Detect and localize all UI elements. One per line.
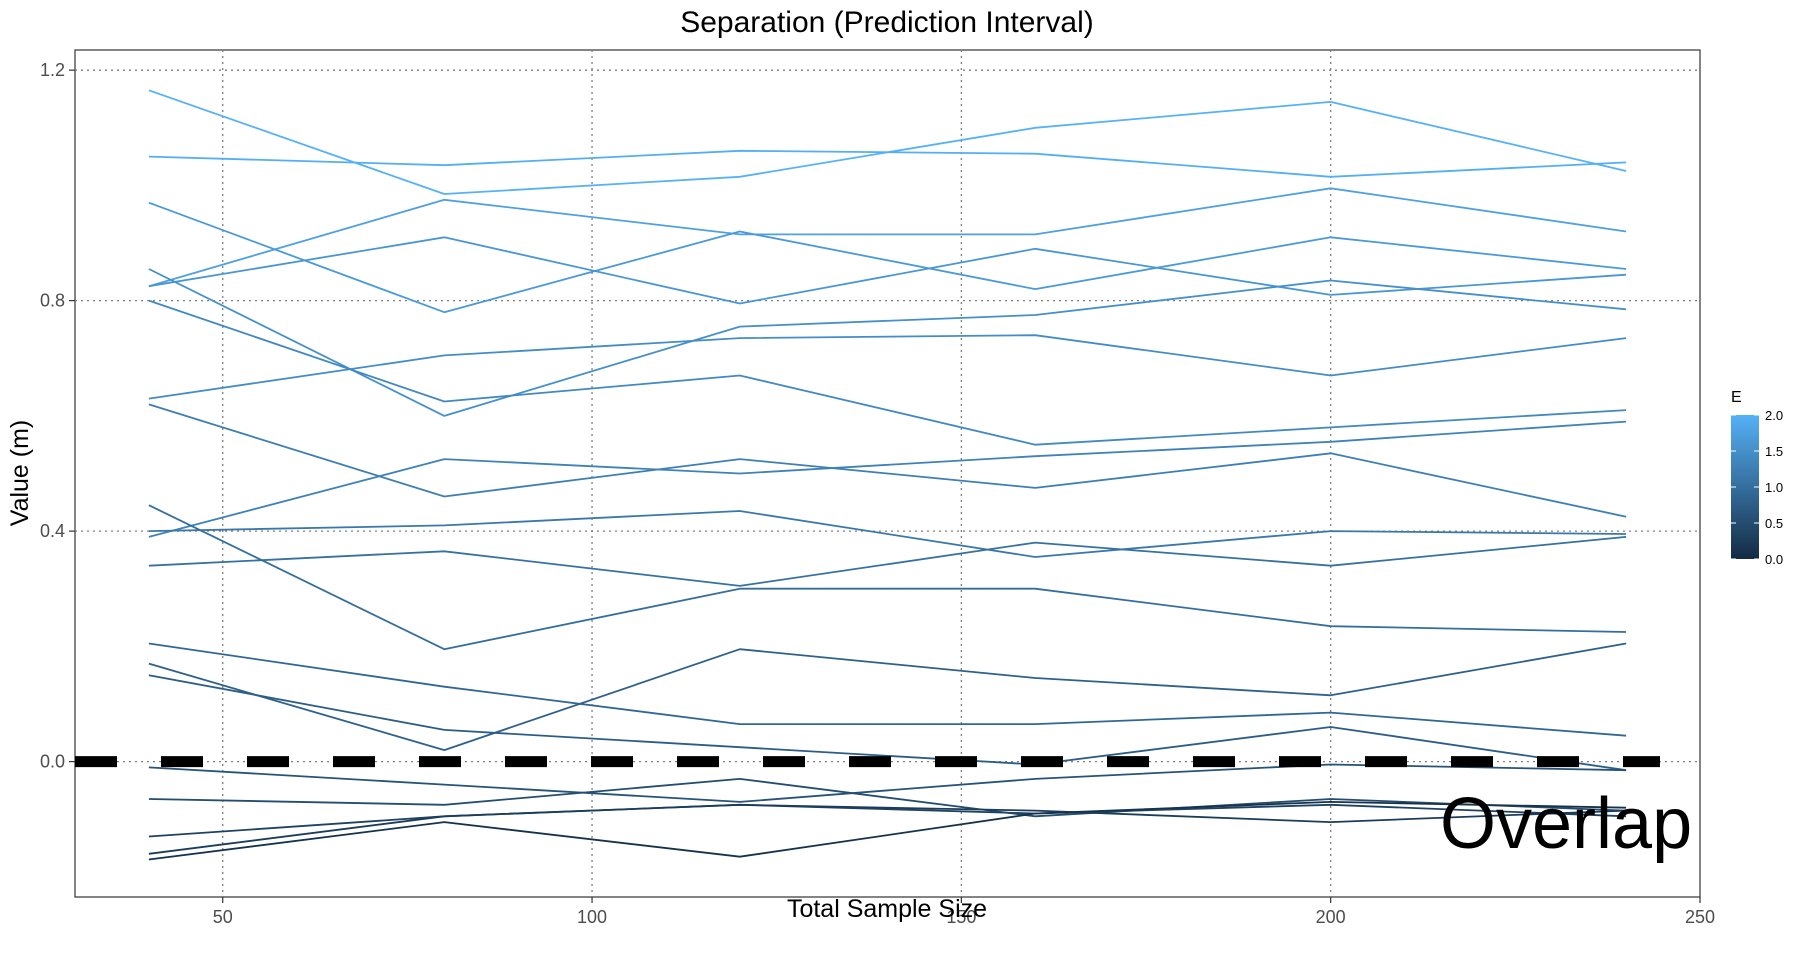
chart-title: Separation (Prediction Interval): [680, 6, 1094, 39]
legend-tick-label: 2.0: [1765, 408, 1783, 423]
x-tick-label: 150: [946, 907, 976, 927]
series-line-8: [148, 299, 1627, 446]
series-line-15: [148, 642, 1627, 751]
series-line-5: [148, 236, 1627, 305]
y-tick-label: 0.0: [40, 752, 65, 772]
color-legend: E 0.0 0.5 1.0 1.5 2.0: [1731, 389, 1783, 567]
series-line-2: [148, 149, 1627, 178]
series-line-18: [148, 778, 1627, 818]
series-line-19: [148, 803, 1627, 838]
series-line-10: [148, 403, 1627, 518]
x-axis-ticks: 50 100 150 200 250: [213, 897, 1715, 927]
y-tick-label: 1.2: [40, 60, 65, 80]
legend-tick-label: 0.5: [1765, 516, 1783, 531]
series-line-21: [148, 801, 1627, 861]
series-line-7: [148, 334, 1627, 400]
series-line-12: [148, 536, 1627, 587]
y-tick-label: 0.8: [40, 291, 65, 311]
series-line-9: [148, 420, 1627, 538]
series-line-20: [148, 803, 1627, 855]
y-axis-ticks: 0.0 0.4 0.8 1.2: [40, 60, 75, 772]
series-line-4: [148, 201, 1627, 314]
x-axis-title: Total Sample Size: [787, 895, 987, 923]
series-lines: [148, 89, 1627, 861]
series-line-14: [148, 642, 1627, 737]
overlap-annotation: Overlap: [1440, 784, 1692, 864]
series-line-16: [148, 674, 1627, 772]
legend-ticks: 0.0 0.5 1.0 1.5 2.0: [1731, 408, 1783, 567]
legend-tick-label: 0.0: [1765, 552, 1783, 567]
series-line-6: [148, 268, 1627, 417]
x-tick-label: 250: [1685, 907, 1715, 927]
x-tick-label: 200: [1316, 907, 1346, 927]
legend-tick-label: 1.0: [1765, 480, 1783, 495]
series-line-3: [148, 187, 1627, 288]
legend-title: E: [1731, 389, 1742, 406]
y-axis-title: Value (m): [6, 420, 34, 527]
legend-tick-label: 1.5: [1765, 444, 1783, 459]
series-line-13: [148, 504, 1627, 651]
y-tick-label: 0.4: [40, 521, 65, 541]
x-tick-label: 50: [213, 907, 233, 927]
series-line-11: [148, 510, 1627, 558]
x-tick-label: 100: [577, 907, 607, 927]
